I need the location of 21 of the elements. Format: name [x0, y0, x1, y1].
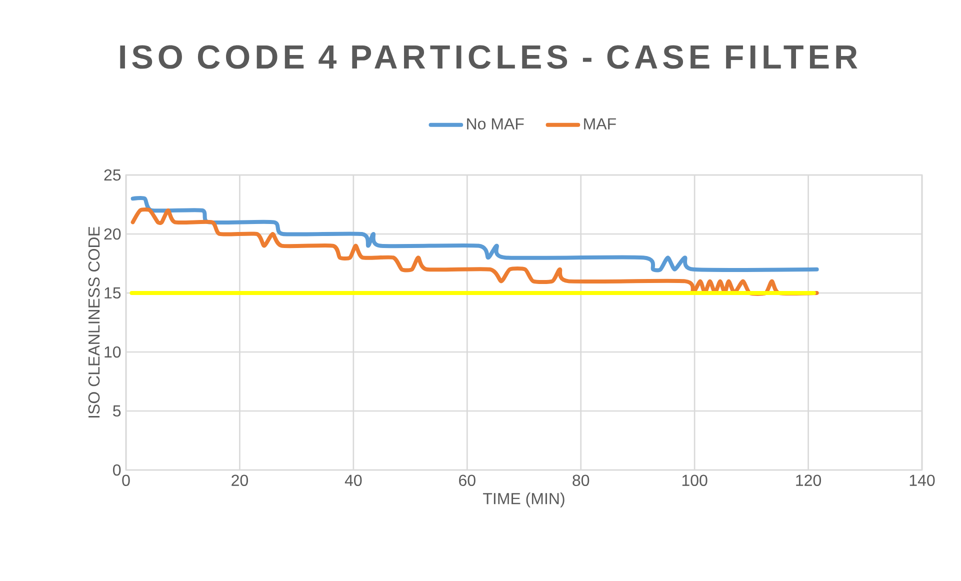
- x-tick-label: 120: [796, 474, 822, 486]
- x-tick-label: 20: [232, 474, 248, 486]
- line-series: [130, 196, 819, 272]
- x-tick-label: 0: [122, 474, 130, 486]
- x-tick-label: 100: [682, 474, 708, 486]
- x-tick-label: 80: [572, 474, 590, 486]
- y-tick-label: 25: [104, 169, 121, 181]
- x-tick-label: 40: [344, 474, 362, 486]
- x-tick-label: 60: [459, 474, 476, 486]
- y-tick-label: 5: [113, 405, 121, 417]
- y-axis-title: ISO CLEANLINESS CODE: [88, 226, 100, 418]
- legend-label: MAF: [584, 118, 616, 130]
- legend-label: No MAF: [467, 118, 524, 130]
- y-tick-label: 10: [104, 346, 121, 358]
- chart-title: ISO CODE 4 PARTICLES - CASE FILTER: [120, 45, 858, 69]
- y-tick-label: 15: [104, 287, 121, 299]
- line-series: [130, 208, 819, 296]
- y-tick-label: 0: [113, 464, 121, 476]
- x-tick-label: 140: [910, 474, 935, 486]
- x-axis-title: TIME (MIN): [483, 492, 564, 508]
- y-tick-label: 20: [104, 228, 121, 240]
